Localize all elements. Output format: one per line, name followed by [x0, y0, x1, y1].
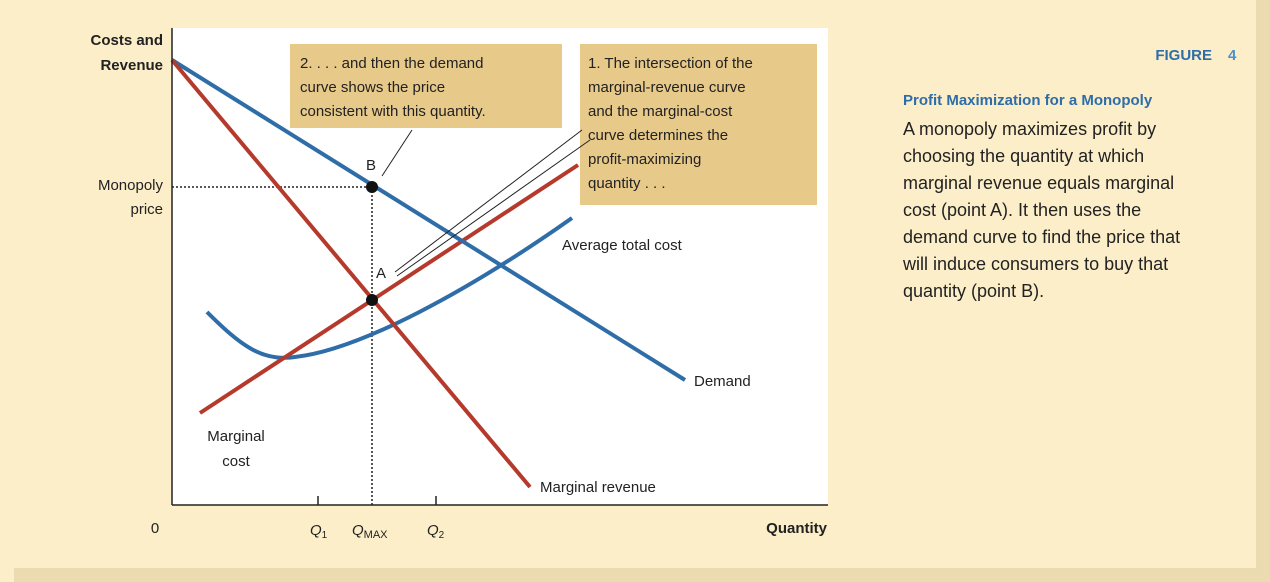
right-band — [1256, 0, 1270, 582]
caption-line: choosing the quantity at which — [903, 146, 1144, 166]
point-b — [366, 181, 378, 193]
y-axis-label: Costs and — [90, 32, 163, 49]
leader-line — [394, 129, 583, 273]
figure-number: 4 — [1228, 47, 1237, 64]
annotation-line: 1. The intersection of the — [588, 55, 753, 72]
annotation-box — [580, 44, 817, 205]
caption-title: Profit Maximization for a Monopoly — [903, 92, 1153, 109]
mc-curve — [198, 163, 580, 415]
price-label: Monopoly — [98, 177, 164, 194]
bottom-band — [14, 568, 1270, 582]
annotation-line: consistent with this quantity. — [300, 103, 486, 120]
annotation-line: curve determines the — [588, 127, 728, 144]
annotation-line: curve shows the price — [300, 79, 445, 96]
atc-curve — [205, 216, 574, 360]
caption-body: A monopoly maximizes profit by choosing … — [902, 119, 1180, 301]
point-a — [366, 294, 378, 306]
x-tick-label: Q2 — [427, 522, 445, 541]
y-axis-label: Revenue — [100, 57, 163, 74]
mr-curve — [170, 58, 532, 489]
curve-label: Average total cost — [562, 237, 683, 254]
price-label: price — [130, 201, 163, 218]
leader-line — [381, 129, 413, 177]
curve-label: cost — [222, 453, 250, 470]
caption-line: cost (point A). It then uses the — [903, 200, 1141, 220]
x-tick-label: QMAX — [352, 522, 388, 541]
curve-label: Demand — [694, 373, 751, 390]
caption-line: quantity (point B). — [903, 281, 1044, 301]
curve-label: Marginal — [207, 428, 265, 445]
x-tick-label: Q1 — [310, 522, 328, 541]
annotation-box — [290, 44, 562, 128]
caption-line: demand curve to find the price that — [903, 227, 1180, 247]
caption-line: marginal revenue equals marginal — [903, 173, 1174, 193]
point-label: A — [376, 265, 386, 282]
curve-label: Marginal revenue — [540, 479, 656, 496]
point-label: B — [366, 157, 376, 174]
caption-line: A monopoly maximizes profit by — [903, 119, 1156, 139]
x-axis-label: Quantity — [766, 520, 827, 537]
leader-line — [396, 139, 591, 277]
origin-label: 0 — [151, 520, 159, 537]
annotation-line: marginal-revenue curve — [588, 79, 746, 96]
annotation-2: 2. . . . and then the demand curve shows… — [300, 55, 486, 120]
annotation-line: and the marginal-cost — [588, 103, 733, 120]
demand-curve — [170, 58, 687, 382]
annotation-line: profit-maximizing — [588, 151, 701, 168]
caption-line: will induce consumers to buy that — [902, 254, 1168, 274]
annotation-line: 2. . . . and then the demand — [300, 55, 483, 72]
figure-word: FIGURE — [1155, 47, 1212, 64]
annotation-line: quantity . . . — [588, 175, 666, 192]
annotation-1: 1. The intersection of the marginal-reve… — [588, 55, 753, 192]
